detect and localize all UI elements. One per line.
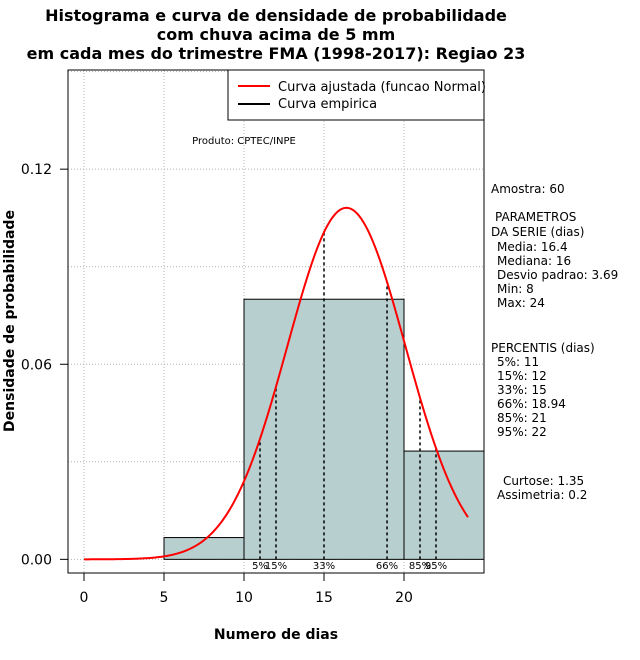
stat-p66: 66%: 18.94 — [497, 397, 566, 411]
x-tick-label-1: 5 — [160, 590, 169, 606]
x-tick-label-4: 20 — [395, 590, 413, 606]
percentile-label-3: 66% — [376, 561, 398, 572]
x-tick-label-3: 15 — [315, 590, 333, 606]
chart-title-line-3: em cada mes do trimestre FMA (1998-2017)… — [27, 44, 526, 63]
stat-p15: 15%: 12 — [497, 369, 547, 383]
stat-min: Min: 8 — [497, 282, 534, 296]
chart-title-line-1: Histograma e curva de densidade de proba… — [45, 6, 507, 25]
stat-p5: 5%: 11 — [497, 355, 539, 369]
stat-p33: 33%: 15 — [497, 383, 547, 397]
y-tick-label-1: 0.06 — [21, 357, 52, 373]
stat-media: Media: 16.4 — [497, 240, 568, 254]
histogram-bar-1 — [243, 298, 405, 560]
fitted-normal-curve — [83, 206, 469, 561]
stat-p95: 95%: 22 — [497, 425, 547, 439]
stat-curtose: Curtose: 1.35 — [503, 474, 584, 488]
stat-amostra: Amostra: 60 — [491, 182, 565, 196]
percentile-label-0: 5% — [252, 561, 268, 572]
stat-mediana: Mediana: 16 — [497, 254, 571, 268]
histogram-bars — [163, 298, 485, 560]
chart-title-line-2: com chuva acima de 5 mm — [157, 25, 396, 44]
y-tick-label-2: 0.12 — [21, 162, 52, 178]
stat-desvio: Desvio padrao: 3.69 — [497, 268, 618, 282]
y-axis: 0.00 0.06 0.12 — [21, 162, 69, 568]
y-tick-label-0: 0.00 — [21, 552, 52, 568]
x-axis: 0 5 10 15 20 — [80, 572, 413, 606]
legend-fitted-label: Curva ajustada (funcao Normal) — [278, 80, 486, 95]
percentile-label-1: 15% — [265, 561, 287, 572]
y-axis-title: Densidade de probabilidade — [2, 210, 18, 432]
stat-assimetria: Assimetria: 0.2 — [497, 488, 587, 502]
stat-p85: 85%: 21 — [497, 411, 547, 425]
legend-empirical-label: Curva empirica — [278, 97, 377, 112]
percentile-labels: 5%15% 33% 66% 85%95% — [252, 561, 447, 572]
stat-percentis-title: PERCENTIS (dias) — [491, 341, 595, 355]
x-axis-title: Numero de dias — [214, 627, 338, 643]
x-tick-label-0: 0 — [80, 590, 89, 606]
stat-params-title-1: PARAMETROS — [495, 210, 576, 224]
product-annotation: Produto: CPTEC/INPE — [192, 136, 296, 147]
x-tick-label-2: 10 — [235, 590, 253, 606]
percentile-lines — [259, 232, 437, 560]
percentile-label-5: 95% — [425, 561, 447, 572]
percentile-label-2: 33% — [313, 561, 335, 572]
stat-max: Max: 24 — [497, 296, 545, 310]
legend: Curva ajustada (funcao Normal) Curva emp… — [227, 69, 486, 121]
stat-params-title-2: DA SERIE (dias) — [491, 225, 584, 239]
legend-box — [227, 69, 485, 121]
percentile-label-4: 85% — [409, 561, 431, 572]
stats-panel: Amostra: 60 PARAMETROS DA SERIE (dias) M… — [491, 182, 618, 502]
